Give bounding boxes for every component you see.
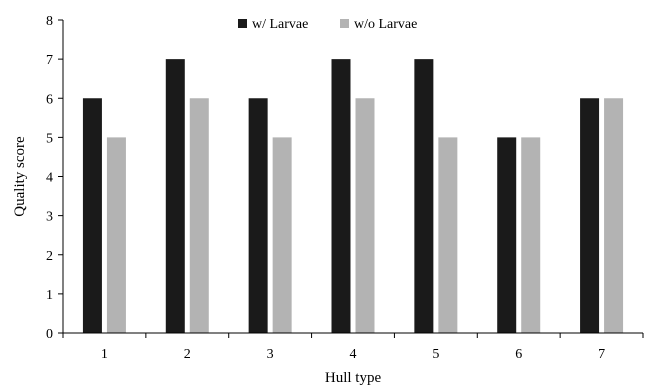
- bar-with-larvae: [82, 98, 102, 333]
- bar-without-larvae: [604, 98, 624, 333]
- y-tick-label: 4: [46, 171, 53, 186]
- bar-with-larvae: [580, 98, 600, 333]
- axes-group: [62, 20, 643, 334]
- x-ticks-group: 1 2 3 4 5 6 7: [62, 333, 644, 362]
- y-tick-label: 0: [46, 327, 53, 342]
- bar-with-larvae: [414, 59, 434, 333]
- bar-with-larvae: [497, 137, 517, 333]
- bar-without-larvae: [106, 137, 126, 333]
- bar-with-larvae: [248, 98, 268, 333]
- bar-without-larvae: [521, 137, 541, 333]
- y-ticks-group: 0 1 2 3 4 5 6 7 8: [46, 14, 63, 342]
- bar-without-larvae: [355, 98, 375, 333]
- bar-without-larvae: [272, 137, 292, 333]
- legend-label: w/o Larvae: [354, 17, 417, 32]
- legend: w/ Larvae w/o Larvae: [238, 17, 417, 32]
- legend-swatch: [238, 19, 247, 28]
- x-tick-label: 4: [350, 347, 357, 362]
- x-tick-label: 5: [432, 347, 439, 362]
- bar-with-larvae: [331, 59, 351, 333]
- bar-with-larvae: [165, 59, 185, 333]
- bar-without-larvae: [189, 98, 209, 333]
- legend-label: w/ Larvae: [252, 17, 308, 32]
- x-tick-label: 7: [598, 347, 605, 362]
- y-tick-label: 3: [46, 210, 53, 225]
- x-tick-label: 1: [101, 347, 108, 362]
- x-tick-label: 3: [267, 347, 274, 362]
- y-tick-label: 5: [46, 131, 53, 146]
- y-tick-label: 6: [46, 92, 53, 107]
- y-tick-label: 7: [46, 53, 53, 68]
- x-tick-label: 6: [515, 347, 522, 362]
- bars-group: [82, 59, 624, 333]
- x-axis-title: Hull type: [325, 370, 382, 386]
- bar-without-larvae: [438, 137, 458, 333]
- x-tick-label: 2: [184, 347, 191, 362]
- y-tick-label: 1: [46, 288, 53, 303]
- y-tick-label: 2: [46, 249, 53, 264]
- y-axis-title: Quality score: [12, 136, 28, 217]
- y-tick-label: 8: [46, 14, 53, 29]
- legend-swatch: [340, 19, 349, 28]
